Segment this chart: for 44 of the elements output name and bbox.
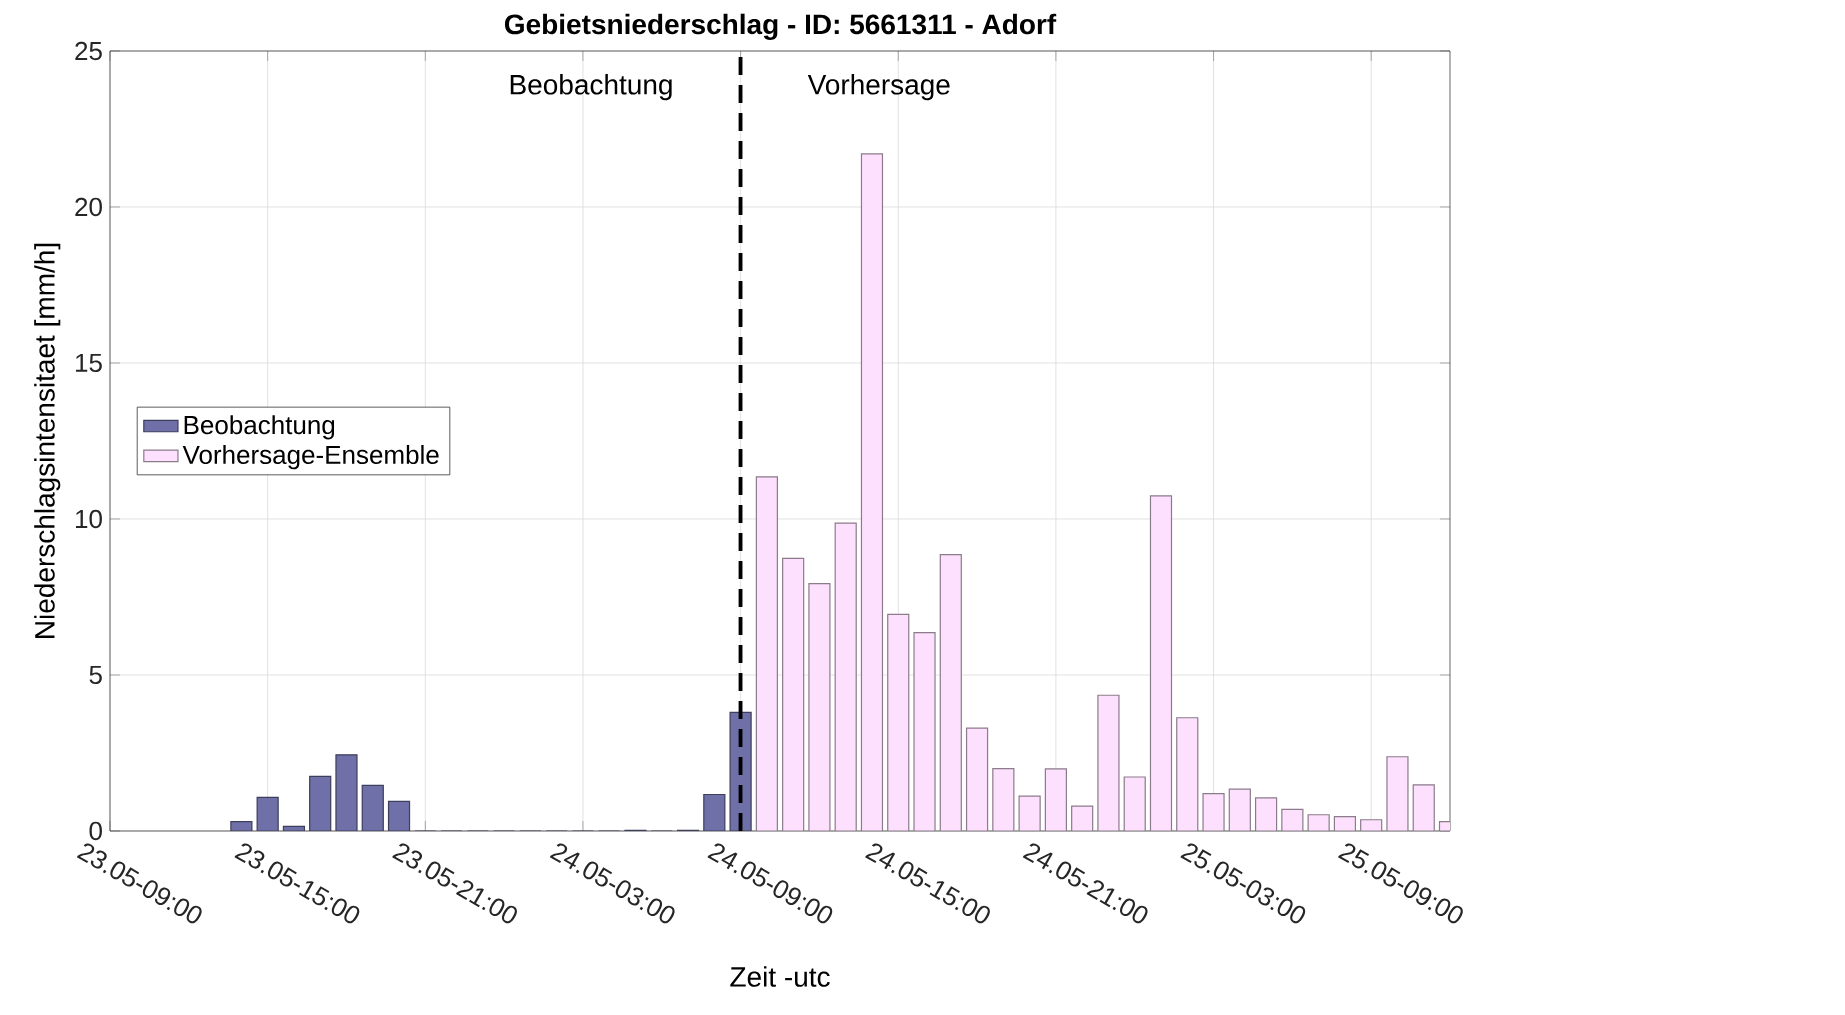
- bar: [1123, 776, 1146, 831]
- bar: [703, 793, 726, 831]
- chart-title: Gebietsniederschlag - ID: 5661311 - Adorf: [504, 13, 1057, 40]
- annotation: Vorhersage: [807, 74, 950, 101]
- legend-label: Vorhersage-Ensemble: [182, 444, 439, 470]
- bar: [361, 784, 384, 831]
- bar: [913, 631, 936, 831]
- bar: [834, 522, 857, 831]
- bar: [1412, 784, 1435, 831]
- bar: [1307, 814, 1330, 831]
- bar: [1149, 495, 1173, 831]
- bar: [387, 800, 411, 831]
- bar: [939, 553, 962, 831]
- y-axis-title: Niederschlagsintensitaet [mm/h]: [34, 243, 61, 638]
- bar: [755, 476, 778, 831]
- bar: [1018, 795, 1041, 831]
- y-tick-label: 15: [76, 353, 102, 373]
- annotation: Beobachtung: [510, 74, 672, 101]
- bar: [1360, 819, 1383, 831]
- y-tick-label: 5: [89, 665, 102, 685]
- bar: [1071, 805, 1094, 831]
- bar: [887, 613, 910, 831]
- bar: [256, 796, 279, 831]
- bar: [1176, 717, 1199, 831]
- bar: [782, 557, 805, 831]
- bar: [808, 582, 831, 831]
- bar: [992, 767, 1015, 831]
- bar: [1333, 816, 1357, 831]
- bar: [860, 153, 884, 831]
- bar: [1228, 788, 1251, 831]
- y-tick-label: 10: [76, 509, 102, 529]
- bar: [1254, 797, 1278, 831]
- y-tick-label: 25: [75, 41, 102, 61]
- legend-label: Beobachtung: [184, 415, 335, 440]
- bar: [1097, 694, 1120, 831]
- x-axis-title: Zeit -utc: [730, 966, 830, 987]
- bar: [1044, 768, 1067, 831]
- y-tick-label: 20: [75, 197, 102, 217]
- y-tick-label: 0: [89, 821, 102, 841]
- bar: [965, 727, 989, 831]
- bar: [309, 775, 332, 831]
- bar: [1202, 792, 1225, 831]
- bar: [1281, 808, 1304, 831]
- bar: [1386, 756, 1409, 831]
